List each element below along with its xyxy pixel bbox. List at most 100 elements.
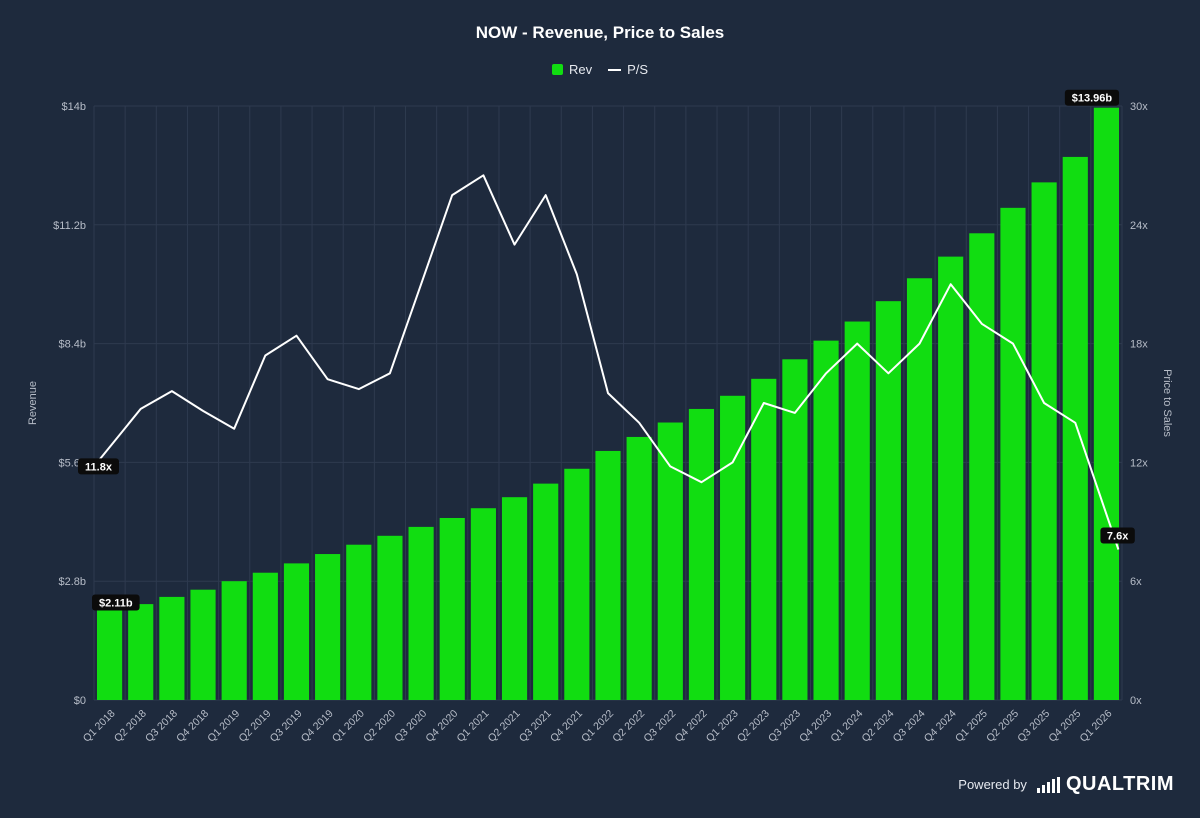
- x-tick-label: Q1 2022: [579, 708, 616, 745]
- revenue-bar: [190, 589, 216, 700]
- y2-tick-label: 24x: [1130, 220, 1148, 232]
- x-tick-label: Q1 2024: [828, 708, 865, 745]
- y-tick-label: $8.4b: [58, 339, 86, 351]
- x-tick-label: Q2 2019: [236, 708, 273, 745]
- revenue-bar: [1000, 207, 1026, 701]
- revenue-bar: [128, 604, 154, 700]
- brand-logo[interactable]: QUALTRIM: [1036, 773, 1174, 796]
- y2-tick-label: 18x: [1130, 339, 1148, 351]
- x-tick-label: Q2 2023: [735, 708, 772, 745]
- legend-item-rev[interactable]: Rev: [551, 62, 593, 77]
- revenue-bar: [501, 497, 528, 700]
- y-tick-label: $14b: [62, 101, 86, 113]
- x-tick-label: Q2 2022: [610, 708, 647, 745]
- annotation-ps-first: 11.8x: [85, 461, 113, 473]
- revenue-bar: [969, 233, 995, 701]
- chart-legend: Rev P/S: [0, 62, 1200, 77]
- annotation-ps-first-bg: [78, 458, 119, 475]
- revenue-bar: [1031, 182, 1057, 700]
- x-tick-label: Q4 2025: [1046, 708, 1083, 745]
- revenue-bar: [875, 301, 901, 700]
- x-tick-label: Q3 2025: [1015, 708, 1052, 745]
- legend-swatch-ps: [608, 68, 622, 71]
- legend-label-rev: Rev: [568, 62, 593, 77]
- revenue-bar: [938, 256, 964, 700]
- x-tick-label: Q4 2019: [299, 708, 336, 745]
- x-tick-label: Q4 2023: [797, 708, 834, 745]
- revenue-bar: [564, 468, 590, 700]
- annotation-ps-last-bg: [1100, 527, 1135, 544]
- y-tick-label: $0: [74, 695, 86, 707]
- brand-bars-icon: [1036, 776, 1060, 793]
- x-tick-label: Q1 2019: [205, 708, 242, 745]
- revenue-bar: [159, 596, 185, 700]
- footer: Powered by QUALTRIM: [958, 773, 1174, 796]
- revenue-bar: [533, 483, 559, 700]
- x-tick-label: Q2 2018: [112, 708, 149, 745]
- x-tick-label: Q2 2020: [361, 708, 398, 745]
- annotation-rev-last: $13.96b: [1072, 93, 1113, 105]
- y2-tick-label: 30x: [1130, 101, 1148, 113]
- revenue-bar: [439, 517, 465, 700]
- revenue-bar: [1062, 156, 1088, 700]
- revenue-bar: [688, 408, 715, 700]
- revenue-bar: [906, 278, 933, 700]
- y-tick-label: $11.2b: [53, 220, 86, 232]
- x-tick-label: Q1 2018: [81, 708, 118, 745]
- y-tick-label: $2.8b: [58, 576, 86, 588]
- revenue-bar: [595, 450, 621, 700]
- x-tick-label: Q1 2021: [455, 708, 492, 745]
- x-tick-label: Q3 2021: [517, 708, 554, 745]
- revenue-bar: [221, 581, 247, 700]
- x-tick-label: Q4 2024: [922, 708, 959, 745]
- x-tick-label: Q3 2023: [766, 708, 803, 745]
- x-tick-label: Q1 2020: [330, 708, 367, 745]
- x-tick-label: Q3 2019: [268, 708, 305, 745]
- x-tick-label: Q2 2021: [486, 708, 523, 745]
- x-tick-label: Q3 2018: [143, 708, 180, 745]
- chart-title: NOW - Revenue, Price to Sales: [475, 23, 725, 42]
- legend-swatch-rev: [551, 64, 563, 75]
- revenue-bar: [844, 321, 870, 700]
- revenue-bar: [657, 422, 683, 700]
- revenue-bar: [283, 563, 310, 700]
- annotation-ps-last: 7.6x: [1107, 531, 1129, 543]
- x-tick-label: Q2 2024: [860, 708, 897, 745]
- x-tick-label: Q2 2025: [984, 708, 1021, 745]
- brand-name: QUALTRIM: [1065, 773, 1174, 795]
- legend-label-ps: P/S: [627, 62, 649, 77]
- x-tick-label: Q3 2020: [392, 708, 429, 745]
- revenue-bar: [315, 554, 341, 700]
- annotation-rev-last-bg: [1064, 89, 1120, 106]
- revenue-bar: [751, 378, 777, 700]
- revenue-bar: [813, 340, 839, 700]
- revenue-bar: [782, 359, 808, 700]
- revenue-bar: [408, 526, 434, 700]
- y2-tick-label: 6x: [1130, 576, 1142, 588]
- x-tick-label: Q3 2022: [641, 708, 678, 745]
- y-axis-title: Revenue: [27, 381, 39, 425]
- revenue-bar: [470, 508, 496, 700]
- x-tick-label: Q1 2026: [1078, 708, 1115, 745]
- x-tick-label: Q4 2018: [174, 708, 211, 745]
- revenue-bar: [346, 544, 372, 700]
- revenue-bar: [377, 535, 403, 700]
- x-tick-label: Q1 2023: [704, 708, 741, 745]
- y2-tick-label: 12x: [1130, 457, 1148, 469]
- revenue-bar: [252, 572, 278, 700]
- revenue-bar: [1093, 107, 1119, 700]
- x-tick-label: Q1 2025: [953, 708, 990, 745]
- annotation-rev-first: $2.11b: [99, 597, 133, 609]
- revenue-bar: [97, 610, 123, 700]
- x-tick-label: Q4 2022: [673, 708, 710, 745]
- x-tick-label: Q3 2024: [891, 708, 928, 745]
- x-tick-label: Q4 2020: [423, 708, 460, 745]
- revenue-bar: [626, 436, 652, 700]
- powered-by-text: Powered by: [958, 777, 1027, 792]
- x-tick-label: Q4 2021: [548, 708, 585, 745]
- legend-item-ps[interactable]: P/S: [608, 62, 648, 77]
- y2-axis-title: Price to Sales: [1161, 369, 1173, 437]
- y2-tick-label: 0x: [1130, 695, 1142, 707]
